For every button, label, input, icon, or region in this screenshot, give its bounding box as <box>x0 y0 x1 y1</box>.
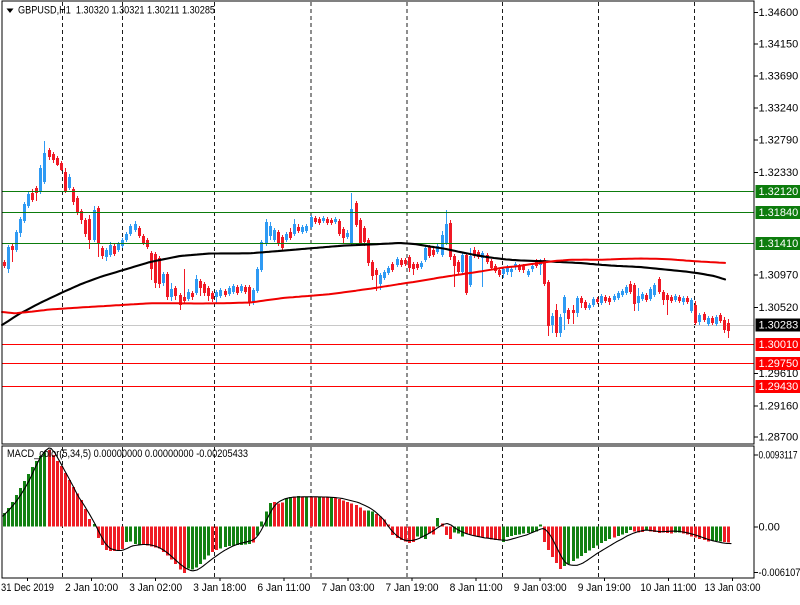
svg-text:1.30010: 1.30010 <box>759 339 799 351</box>
svg-text:1.33240: 1.33240 <box>759 103 799 115</box>
svg-text:1.29430: 1.29430 <box>759 381 799 393</box>
svg-text:GBPUSD,H1 1.30320 1.30321 1.3: GBPUSD,H1 1.30320 1.30321 1.30211 1.3028… <box>18 5 215 17</box>
svg-text:1.34600: 1.34600 <box>759 7 799 19</box>
svg-text:6 Jan 11:00: 6 Jan 11:00 <box>257 582 310 594</box>
svg-text:7 Jan 03:00: 7 Jan 03:00 <box>322 582 375 594</box>
svg-text:1.33690: 1.33690 <box>759 71 799 83</box>
svg-text:10 Jan 11:00: 10 Jan 11:00 <box>640 582 696 594</box>
svg-text:1.32330: 1.32330 <box>759 167 799 179</box>
svg-text:8 Jan 11:00: 8 Jan 11:00 <box>450 582 503 594</box>
svg-text:1.28700: 1.28700 <box>759 432 799 444</box>
svg-text:1.30283: 1.30283 <box>759 320 799 332</box>
svg-text:1.30970: 1.30970 <box>759 270 799 282</box>
svg-text:9 Jan 03:00: 9 Jan 03:00 <box>514 582 567 594</box>
svg-text:0.0093117: 0.0093117 <box>759 450 798 462</box>
svg-text:1.29160: 1.29160 <box>759 401 799 413</box>
svg-text:31 Dec 2019: 31 Dec 2019 <box>1 582 54 594</box>
svg-text:9 Jan 19:00: 9 Jan 19:00 <box>578 582 631 594</box>
svg-text:2 Jan 10:00: 2 Jan 10:00 <box>65 582 118 594</box>
svg-text:1.30520: 1.30520 <box>759 302 799 314</box>
svg-text:1.31410: 1.31410 <box>759 238 799 250</box>
svg-text:1.32790: 1.32790 <box>759 135 799 147</box>
svg-text:7 Jan 19:00: 7 Jan 19:00 <box>386 582 439 594</box>
svg-text:1.34150: 1.34150 <box>759 39 799 51</box>
svg-text:13 Jan 03:00: 13 Jan 03:00 <box>705 582 761 594</box>
svg-text:0.00: 0.00 <box>759 522 780 534</box>
svg-text:1.29750: 1.29750 <box>759 358 799 370</box>
svg-text:-0.006107: -0.006107 <box>759 567 800 579</box>
svg-text:MACD_color(5,34,5) 0.00000000: MACD_color(5,34,5) 0.00000000 0.00000000… <box>7 448 248 460</box>
svg-text:1.31840: 1.31840 <box>759 207 799 219</box>
svg-text:1.32120: 1.32120 <box>759 186 799 198</box>
svg-text:3 Jan 18:00: 3 Jan 18:00 <box>193 582 246 594</box>
svg-text:3 Jan 02:00: 3 Jan 02:00 <box>129 582 182 594</box>
